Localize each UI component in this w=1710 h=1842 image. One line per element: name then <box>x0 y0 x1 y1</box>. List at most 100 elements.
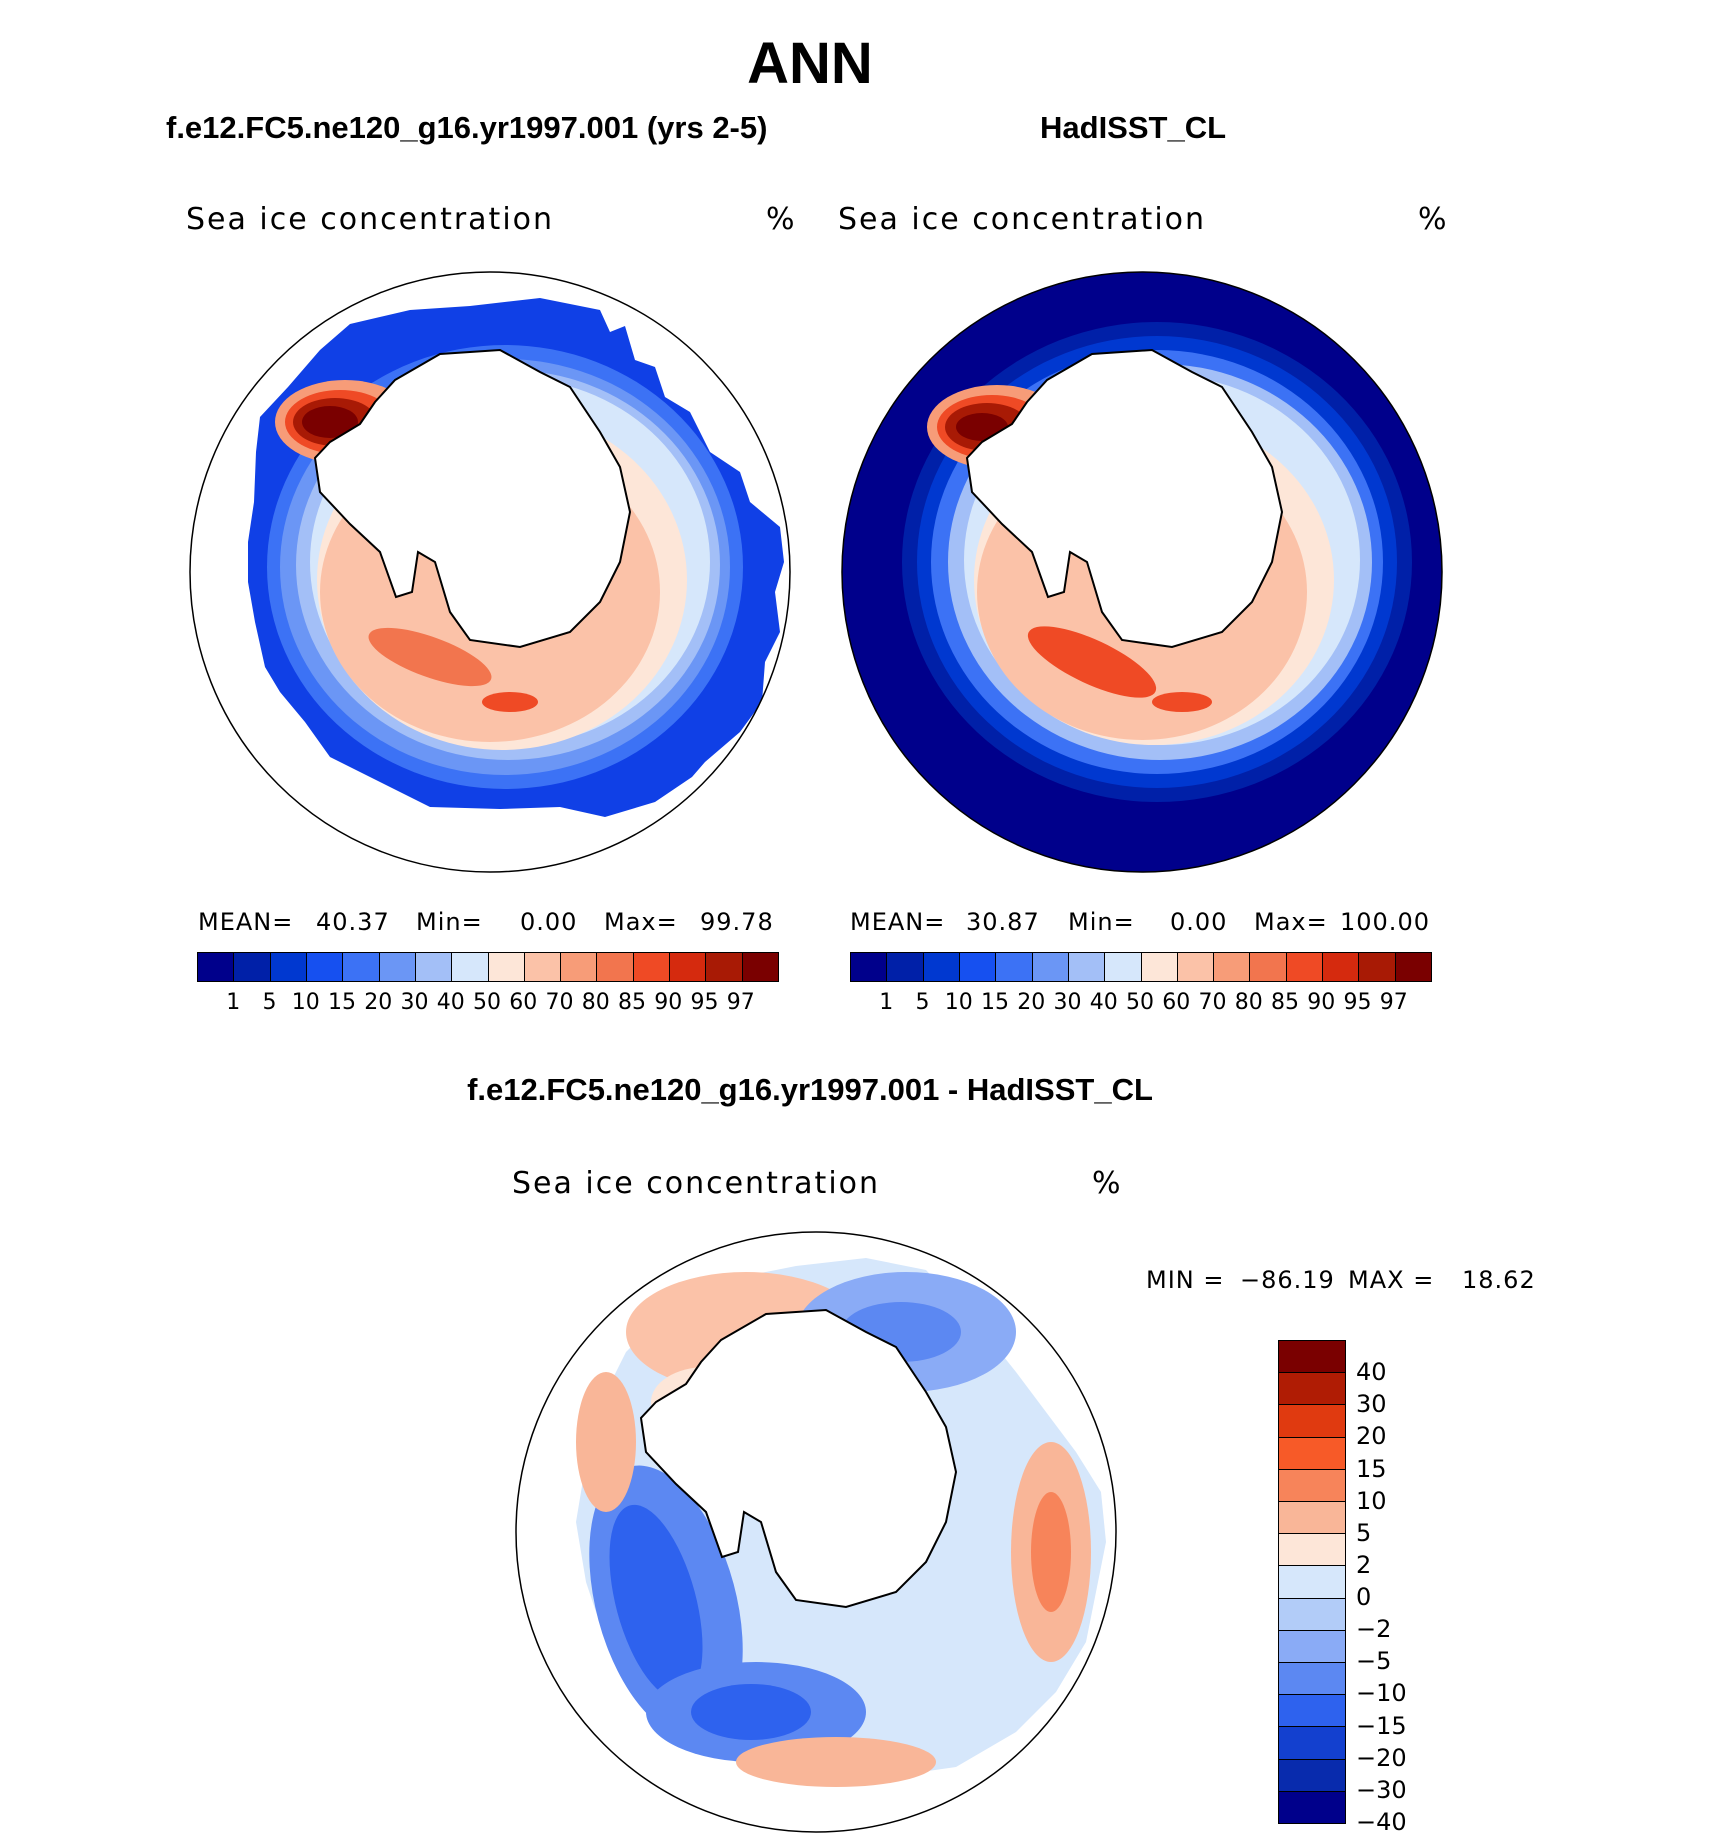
obs-colorbar-tick-label: 20 <box>1017 990 1046 1015</box>
model-colorbar-tick-label: 60 <box>509 990 538 1015</box>
obs-colorbar-tick-label: 30 <box>1053 990 1082 1015</box>
model-panel-units: % <box>766 202 795 237</box>
obs-panel-units: % <box>1418 202 1447 237</box>
obs-colorbar-tick-label: 50 <box>1126 990 1154 1015</box>
obs-min-value: 0.00 <box>1170 908 1228 936</box>
model-colorbar-tick-label: 15 <box>328 990 356 1015</box>
model-colorbar-tick-label: 50 <box>473 990 501 1015</box>
model-colorbar-swatch <box>379 953 416 981</box>
obs-colorbar-tick-label: 95 <box>1343 990 1372 1015</box>
diff-colorbar-swatch <box>1279 1663 1345 1696</box>
obs-colorbar-swatch <box>1323 953 1360 981</box>
diff-max-label: MAX = <box>1348 1266 1435 1294</box>
model-colorbar-tick-label: 85 <box>618 990 646 1015</box>
model-colorbar-swatch <box>706 953 743 981</box>
obs-max-label: Max= <box>1254 908 1328 936</box>
diff-colorbar-tick-label: −20 <box>1356 1743 1407 1772</box>
obs-colorbar-tick-label: 40 <box>1089 990 1118 1015</box>
diff-colorbar-tick-label: −5 <box>1356 1647 1392 1676</box>
diff-max-value: 18.62 <box>1462 1266 1536 1294</box>
obs-colorbar-tick-label: 5 <box>915 990 930 1015</box>
diff-colorbar-swatch <box>1279 1759 1345 1792</box>
diff-colorbar-tick-label: −40 <box>1356 1808 1407 1836</box>
model-colorbar-tick-label: 80 <box>581 990 610 1015</box>
obs-colorbar-tick-label: 10 <box>944 990 973 1015</box>
diff-colorbar-tick-label: −2 <box>1356 1615 1392 1644</box>
obs-colorbar-swatch <box>1250 953 1287 981</box>
obs-colorbar-swatch <box>1141 953 1178 981</box>
model-colorbar-tick-label: 5 <box>262 990 277 1015</box>
diff-colorbar-swatch <box>1279 1727 1345 1760</box>
diff-antarctica <box>639 1308 958 1609</box>
model-colorbar-swatch <box>234 953 271 981</box>
diff-colorbar-swatch <box>1279 1695 1345 1728</box>
obs-mean-label: MEAN= <box>850 908 946 936</box>
obs-polar-map <box>841 271 1443 873</box>
diff-colorbar <box>1278 1340 1346 1824</box>
model-colorbar-swatch <box>670 953 707 981</box>
obs-colorbar-tick-label: 90 <box>1307 990 1336 1015</box>
obs-antarctica <box>965 348 1284 649</box>
diff-colorbar-tick-label: −15 <box>1356 1711 1407 1740</box>
obs-colorbar-tick-label: 70 <box>1198 990 1227 1015</box>
model-colorbar-swatch <box>597 953 634 981</box>
diff-colorbar-tick-label: 30 <box>1356 1390 1387 1419</box>
obs-colorbar-swatch <box>996 953 1033 981</box>
obs-colorbar-swatch <box>887 953 924 981</box>
diff-colorbar-swatch <box>1279 1502 1345 1535</box>
model-colorbar-tick-label: 97 <box>726 990 755 1015</box>
model-colorbar-swatch <box>452 953 489 981</box>
obs-colorbar-swatch <box>923 953 960 981</box>
model-case-title: f.e12.FC5.ne120_g16.yr1997.001 (yrs 2-5) <box>166 110 768 145</box>
model-colorbar-swatch <box>488 953 525 981</box>
diff-colorbar-tick-label: 20 <box>1356 1422 1387 1451</box>
obs-colorbar-tick-label: 80 <box>1234 990 1263 1015</box>
model-colorbar-tick-label: 70 <box>545 990 574 1015</box>
model-colorbar-swatch <box>633 953 671 981</box>
obs-colorbar-swatch <box>1068 953 1106 981</box>
obs-colorbar-tick-label: 85 <box>1271 990 1299 1015</box>
diff-colorbar-tick-label: 5 <box>1356 1518 1372 1547</box>
obs-colorbar-swatch <box>1286 953 1324 981</box>
obs-colorbar-swatch <box>959 953 997 981</box>
model-min-label: Min= <box>416 908 483 936</box>
model-colorbar-swatch <box>415 953 453 981</box>
diff-colorbar-swatch <box>1279 1469 1345 1503</box>
diff-panel-title: Sea ice concentration <box>512 1166 881 1201</box>
model-colorbar-tick-label: 1 <box>226 990 241 1015</box>
model-colorbar-swatch <box>270 953 307 981</box>
obs-colorbar <box>850 952 1432 982</box>
diff-colorbar-tick-label: −30 <box>1356 1775 1407 1804</box>
diff-colorbar-swatch <box>1279 1405 1345 1438</box>
diff-min-value: −86.19 <box>1240 1266 1335 1294</box>
obs-panel-title: Sea ice concentration <box>838 202 1207 237</box>
diff-colorbar-tick-label: 0 <box>1356 1583 1372 1612</box>
model-colorbar-tick-label: 30 <box>400 990 429 1015</box>
model-colorbar-tick-label: 90 <box>654 990 683 1015</box>
model-antarctica <box>313 348 632 649</box>
obs-colorbar-tick-label: 97 <box>1379 990 1408 1015</box>
obs-colorbar-tick-label: 1 <box>879 990 894 1015</box>
diff-colorbar-swatch <box>1279 1373 1345 1406</box>
obs-colorbar-swatch <box>1359 953 1396 981</box>
model-mean-label: MEAN= <box>198 908 294 936</box>
obs-max-value: 100.00 <box>1340 908 1430 936</box>
obs-case-title: HadISST_CL <box>1040 110 1227 145</box>
obs-colorbar-swatch <box>1177 953 1215 981</box>
diff-colorbar-swatch <box>1279 1630 1345 1664</box>
model-colorbar <box>197 952 779 982</box>
model-colorbar-swatch <box>306 953 344 981</box>
obs-colorbar-swatch <box>851 953 888 981</box>
obs-min-label: Min= <box>1068 908 1135 936</box>
diff-colorbar-swatch <box>1279 1566 1345 1599</box>
model-colorbar-tick-label: 95 <box>690 990 719 1015</box>
model-colorbar-swatch <box>742 953 778 981</box>
obs-colorbar-swatch <box>1214 953 1251 981</box>
obs-colorbar-swatch <box>1395 953 1431 981</box>
diff-panel-units: % <box>1092 1166 1121 1201</box>
model-max-value: 99.78 <box>700 908 774 936</box>
diff-colorbar-swatch <box>1279 1598 1345 1631</box>
model-colorbar-swatch <box>198 953 235 981</box>
diff-colorbar-swatch <box>1279 1341 1345 1374</box>
diff-min-label: MIN = <box>1146 1266 1225 1294</box>
